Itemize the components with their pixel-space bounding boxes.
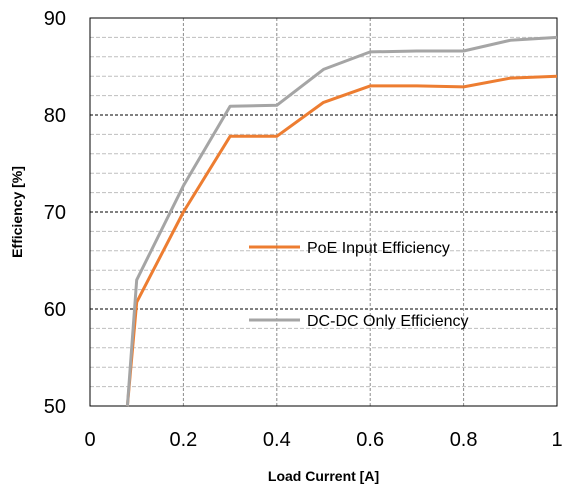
legend-label-poe-input: PoE Input Efficiency	[307, 240, 450, 257]
series-line-dcdc-only	[125, 35, 558, 407]
x-tick-label: 0.2	[169, 429, 197, 451]
series-line-poe-input	[125, 74, 558, 407]
tick-labels: 0 0.2 0.4 0.6 0.8 1 50 60 70 80 90	[44, 8, 563, 451]
y-tick-label: 50	[44, 396, 66, 418]
plot-area-frame	[89, 17, 558, 407]
series-layer	[125, 35, 558, 407]
y-tick-label: 60	[44, 299, 66, 321]
legend: PoE Input Efficiency DC-DC Only Efficien…	[249, 240, 469, 330]
x-axis-title: Load Current [A]	[268, 468, 379, 484]
grid	[90, 18, 557, 406]
y-tick-label: 90	[44, 8, 66, 30]
legend-label-dcdc-only: DC-DC Only Efficiency	[307, 313, 469, 330]
x-tick-label: 0.4	[263, 429, 291, 451]
x-tick-label: 0.8	[450, 429, 478, 451]
x-tick-label: 0.6	[356, 429, 384, 451]
y-tick-label: 80	[44, 105, 66, 127]
y-tick-label: 70	[44, 202, 66, 224]
y-axis-title: Efficiency [%]	[9, 166, 25, 258]
x-tick-label: 0	[84, 429, 95, 451]
x-tick-label: 1	[551, 429, 562, 451]
